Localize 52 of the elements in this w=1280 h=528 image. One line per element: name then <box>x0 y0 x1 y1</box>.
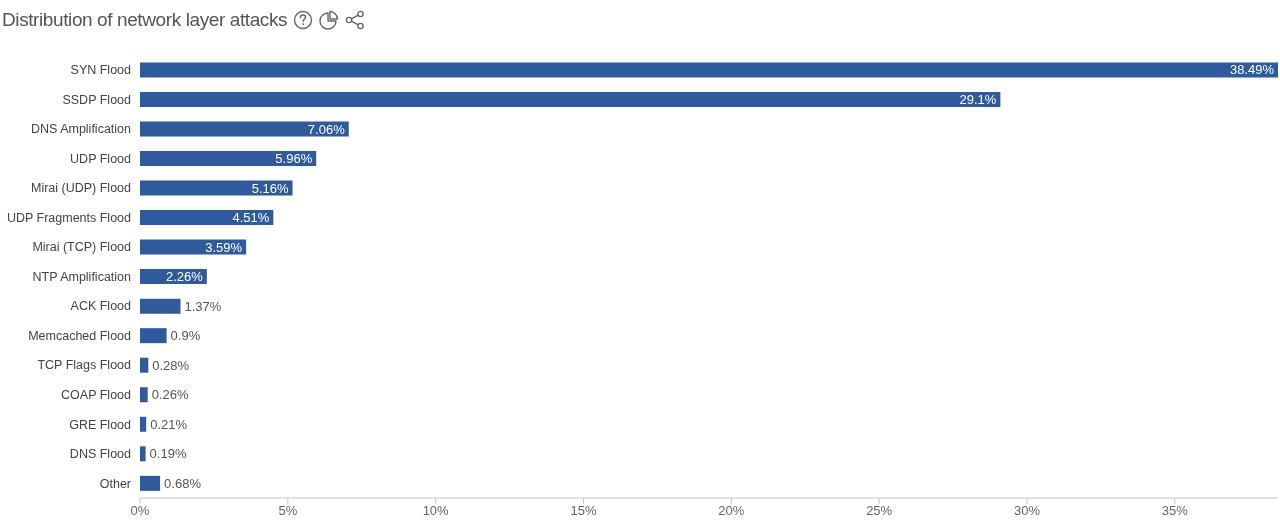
bar <box>140 91 1001 107</box>
y-tick-label: SYN Flood <box>70 63 132 78</box>
bar <box>140 357 149 373</box>
y-tick-label: UDP Flood <box>70 151 132 166</box>
y-tick-label: TCP Flags Flood <box>37 358 132 373</box>
data-label: 0.28% <box>152 357 190 373</box>
data-label: 1.37% <box>184 298 222 314</box>
data-label: 0.26% <box>151 387 189 403</box>
bar <box>140 121 349 137</box>
bar <box>140 210 274 226</box>
bar <box>140 150 317 166</box>
y-tick-label: GRE Flood <box>69 417 132 432</box>
y-tick-label: Mirai (TCP) Flood <box>32 240 132 255</box>
data-label: 5.16% <box>251 180 289 196</box>
bar <box>140 416 147 432</box>
x-tick-label: 25% <box>866 503 893 519</box>
bar <box>140 180 293 196</box>
data-label: 0.19% <box>149 446 187 462</box>
bar <box>140 446 146 462</box>
data-label: 5.96% <box>275 151 313 167</box>
data-label: 38.49% <box>1229 62 1275 78</box>
y-tick-label: SSDP Flood <box>62 92 132 107</box>
y-tick-label: DNS Flood <box>69 447 132 462</box>
x-tick-label: 10% <box>422 503 450 519</box>
x-tick-label: 35% <box>1161 503 1189 519</box>
data-label: 0.21% <box>150 416 188 432</box>
x-tick-label: 15% <box>570 503 597 519</box>
y-tick-label: UDP Fragments Flood <box>6 210 132 225</box>
data-label: 0.9% <box>170 328 201 344</box>
data-label: 0.68% <box>164 475 202 491</box>
y-tick-label: NTP Amplification <box>32 269 132 284</box>
chart-title: Distribution of network layer attacks <box>2 9 288 31</box>
data-label: 2.26% <box>165 269 204 285</box>
x-tick-label: 20% <box>718 503 745 519</box>
bar <box>140 328 167 344</box>
y-tick-label: ACK Flood <box>70 299 132 314</box>
x-tick-label: 30% <box>1013 503 1041 519</box>
bar <box>140 62 1278 78</box>
y-tick-label: Memcached Flood <box>28 328 132 343</box>
data-label: 4.51% <box>232 210 270 226</box>
bar <box>140 387 148 403</box>
bar <box>140 475 161 491</box>
data-label: 3.59% <box>205 239 243 255</box>
data-label: 29.1% <box>959 91 997 107</box>
y-tick-label: COAP Flood <box>61 388 132 403</box>
y-tick-label: Mirai (UDP) Flood <box>30 181 132 196</box>
bar <box>140 298 181 314</box>
y-tick-label: Other <box>99 476 131 491</box>
x-tick-label: 0% <box>130 503 150 519</box>
x-tick-label: 5% <box>278 503 298 519</box>
y-tick-label: DNS Amplification <box>30 122 132 137</box>
data-label: 7.06% <box>307 121 346 137</box>
